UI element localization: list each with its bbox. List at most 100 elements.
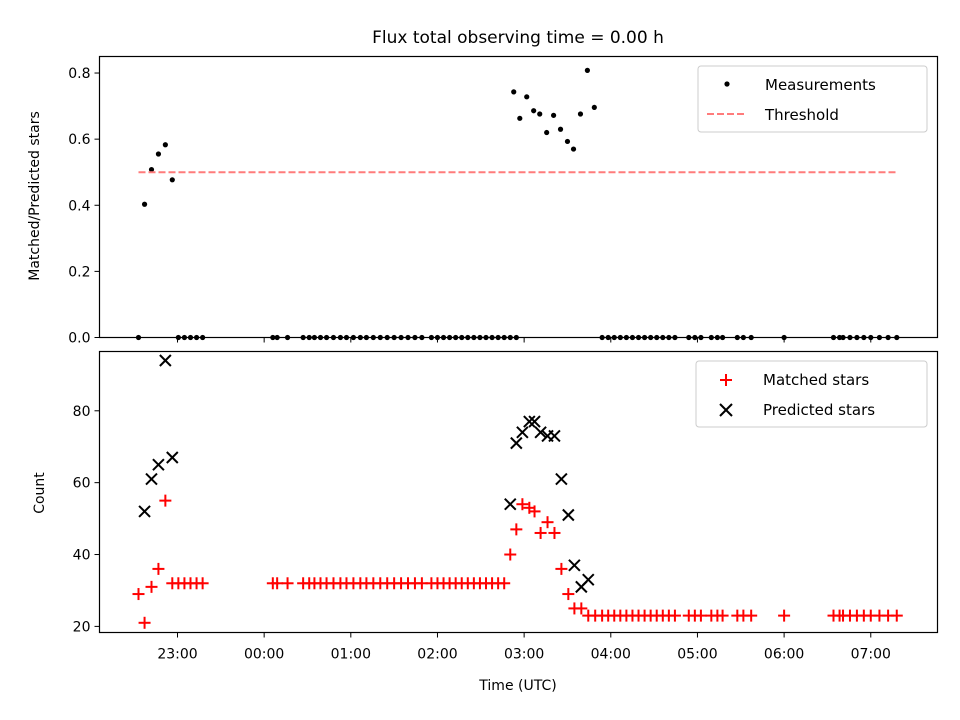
xtick-label: 02:00 [417, 647, 457, 663]
measurements-point [531, 108, 537, 114]
matched-stars-point [159, 494, 172, 507]
ratio-y-axis: 0.0 0.2 0.4 0.6 0.8 [68, 66, 100, 347]
matched-stars-point [890, 609, 903, 622]
matched-stars-point [152, 562, 165, 575]
predicted-stars-point [159, 354, 172, 367]
matched-stars-point [271, 577, 284, 590]
xtick-label: 05:00 [677, 647, 717, 663]
predicted-stars-point [516, 426, 529, 439]
measurements-point [591, 104, 597, 111]
matched-stars-point [504, 548, 517, 561]
matched-stars-point [281, 577, 294, 590]
legend-matched-label: Matched stars [763, 371, 869, 389]
x-axis-label: Time (UTC) [478, 678, 556, 694]
predicted-stars-point [152, 458, 165, 471]
matched-stars-point [555, 562, 568, 575]
measurements-point [141, 201, 148, 207]
count-x-axis: 23:00 00:00 01:00 02:00 03:00 04:00 05:00 06:00… [157, 632, 891, 663]
measurements-point [148, 166, 155, 173]
matched-stars-point [132, 588, 145, 601]
legend-matched-marker [720, 374, 732, 386]
measurements-point [577, 111, 584, 117]
count-ylabel: Count [32, 472, 48, 514]
ratio-legend-box [697, 65, 928, 133]
predicted-stars-point [523, 415, 536, 428]
measurements-point [524, 94, 530, 100]
measurements-point [517, 115, 523, 121]
ratio-axes-frame [98, 55, 939, 339]
measurements-point [155, 151, 162, 157]
ratio-ytick-label: 0.2 [68, 264, 90, 280]
matched-stars-point [534, 526, 547, 539]
legend-measurements-label: Measurements [765, 76, 876, 94]
xtick-label: 01:00 [331, 647, 371, 663]
matched-stars-point [562, 588, 575, 601]
predicted-stars-point [510, 436, 523, 450]
measurements-point [162, 142, 168, 148]
measurements-point [570, 146, 577, 152]
xtick-label: 07:00 [851, 647, 891, 663]
predicted-stars-point [138, 505, 151, 518]
count-ytick-label: 60 [73, 476, 91, 492]
predicted-stars-point [562, 508, 575, 522]
legend-predicted-marker [719, 403, 733, 417]
ratio-ytick-label: 0.8 [68, 66, 90, 82]
ratio-ytick-label: 0.4 [68, 198, 90, 214]
ratio-legend: Measurements Threshold [697, 65, 928, 133]
measurements-point [169, 177, 175, 183]
matched-stars-point [510, 523, 523, 536]
matched-stars-point [575, 602, 588, 615]
measurements-point [550, 112, 557, 118]
matched-stars-point [138, 616, 151, 629]
count-ytick-label: 20 [73, 619, 91, 635]
count-plot-area [132, 354, 903, 629]
ratio-ytick-label: 0.0 [68, 331, 90, 347]
count-legend-box [695, 360, 928, 428]
matched-stars-point [498, 577, 511, 590]
matched-stars-point [548, 526, 561, 539]
matched-stars-point [778, 609, 791, 622]
count-axes-frame [98, 350, 939, 634]
matched-stars-point [196, 577, 209, 590]
predicted-stars-point [582, 573, 595, 586]
ratio-panel: Matched/Predicted stars 0.00.20.40.60.8 … [27, 55, 939, 347]
measurements-point [557, 126, 564, 132]
matched-stars-point [516, 498, 529, 511]
matched-stars-point [528, 505, 541, 518]
predicted-stars-point [534, 426, 547, 439]
measurements-point [584, 67, 590, 73]
predicted-stars-point [145, 472, 158, 486]
count-ytick-label: 80 [73, 404, 91, 420]
matched-stars-point [694, 609, 707, 622]
matched-stars-point [745, 609, 758, 622]
ratio-ytick-label: 0.6 [68, 132, 90, 148]
ratio-plot-area [135, 67, 900, 341]
matched-stars-point [145, 580, 158, 593]
measurements-point [537, 111, 543, 117]
count-y-axis: 20 40 60 80 [73, 404, 100, 635]
xtick-label: 04:00 [591, 647, 631, 663]
count-legend: Matched stars Predicted stars [695, 360, 928, 428]
ratio-ylabel: Matched/Predicted stars [27, 111, 43, 281]
predicted-stars-point [548, 429, 561, 443]
count-panel: Count 20 40 60 80 23:00 00:00 01:00 02:00 03:00… [32, 350, 939, 694]
matched-stars-point [541, 516, 554, 529]
measurements-point [544, 129, 550, 136]
predicted-stars-point [504, 498, 517, 511]
matched-stars-point [716, 609, 729, 622]
legend-predicted-label: Predicted stars [763, 401, 875, 419]
predicted-stars-point [568, 559, 581, 572]
predicted-stars-point [528, 415, 541, 428]
xtick-label: 06:00 [764, 647, 804, 663]
figure-title: Flux total observing time = 0.00 h [372, 28, 664, 48]
matched-stars-point [668, 609, 681, 622]
legend-measurements-marker [724, 81, 730, 87]
predicted-stars-point [555, 472, 568, 486]
xtick-label: 03:00 [504, 647, 544, 663]
measurements-point [511, 89, 517, 95]
measurements-point [564, 138, 571, 145]
xtick-label: 00:00 [244, 647, 284, 663]
xtick-label: 23:00 [157, 647, 197, 663]
predicted-stars-point [166, 451, 179, 464]
